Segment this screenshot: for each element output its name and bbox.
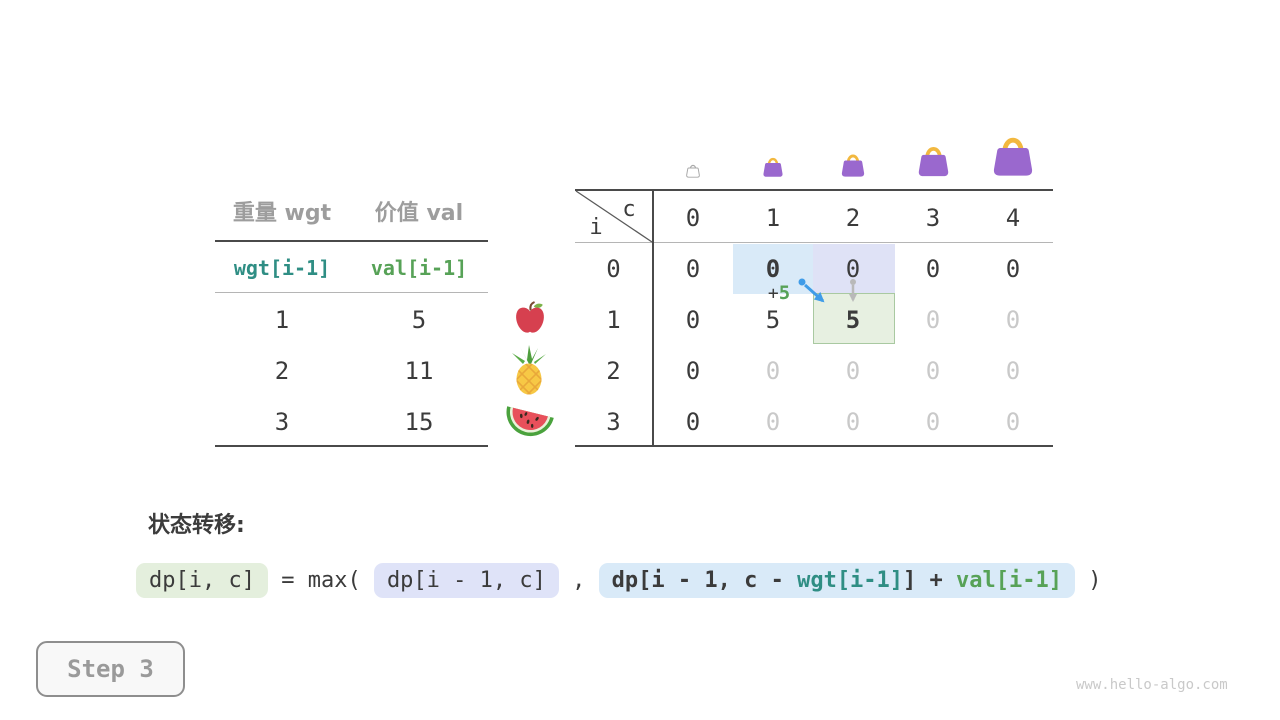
bag-capacity-4-icon	[993, 137, 1033, 176]
dp-col-header-1: 1	[765, 204, 781, 232]
take-part-dp: dp[i - 1, c -	[611, 567, 798, 593]
step-button[interactable]: Step 3	[36, 641, 185, 697]
formula-result-chip: dp[i, c]	[136, 562, 268, 598]
dp-corner-col-var: c	[622, 196, 636, 222]
dp-col-header-3: 3	[925, 204, 941, 232]
dp-cell-r2-c1: 0	[765, 357, 781, 385]
highlight-dp-prev-shifted-cell	[733, 244, 813, 294]
dp-col-header-2: 2	[845, 204, 861, 232]
dp-table-bottom-rule	[575, 445, 1053, 447]
formula-take-option-chip: dp[i - 1, c - wgt[i-1]] + val[i-1]	[598, 562, 1075, 598]
item-3-value: 15	[404, 408, 434, 436]
dp-cell-r3-c1: 0	[765, 408, 781, 436]
items-table-top-rule	[215, 240, 488, 242]
items-table-header-weight: 重量 wgt	[232, 201, 332, 226]
transition-add-value-annotation: +5	[757, 282, 801, 304]
take-part-plus: ] +	[903, 567, 957, 593]
formula-closing-paren: )	[1075, 567, 1102, 593]
dp-cell-r1-c3: 0	[925, 306, 941, 334]
dp-cell-r3-c3: 0	[925, 408, 941, 436]
dp-table-top-rule	[575, 189, 1053, 191]
dp-cell-r0-c0: 0	[685, 255, 701, 283]
apple-icon	[516, 301, 544, 333]
items-table-header-value: 价值 val	[374, 201, 464, 226]
item-2-weight: 2	[274, 357, 290, 385]
bag-capacity-1-icon	[763, 157, 783, 177]
take-part-wgt: wgt[i-1]	[797, 567, 904, 593]
dp-cell-r1-c4: 0	[1005, 306, 1021, 334]
dp-corner-row-var: i	[589, 214, 603, 240]
items-table-subheader-val: val[i-1]	[370, 256, 468, 280]
dp-cell-r1-c1: 5	[765, 306, 781, 334]
dp-cell-r1-c2: 5	[845, 306, 861, 334]
plus-sign: +	[767, 282, 779, 304]
watermark: www.hello-algo.com	[1076, 677, 1228, 693]
dp-row-header-1: 1	[606, 306, 621, 334]
state-transition-formula: dp[i, c] = max( dp[i - 1, c] , dp[i - 1,…	[136, 558, 1102, 602]
formula-keep-option-chip: dp[i - 1, c]	[373, 562, 559, 598]
bag-capacity-3-icon	[918, 147, 949, 177]
formula-separator: ,	[558, 567, 599, 593]
items-table-bottom-rule	[215, 445, 488, 447]
bag-capacity-0-icon	[686, 164, 700, 178]
item-1-value: 5	[411, 306, 427, 334]
dp-row-header-2: 2	[606, 357, 621, 385]
item-3-weight: 3	[274, 408, 290, 436]
added-value: 5	[778, 282, 791, 304]
dp-cell-r0-c3: 0	[925, 255, 941, 283]
dp-row-header-3: 3	[606, 408, 621, 436]
items-table-mid-rule	[215, 292, 488, 293]
items-table-subheader-wgt: wgt[i-1]	[233, 256, 331, 280]
watermelon-icon	[506, 406, 554, 437]
dp-table-header-rule	[575, 242, 1053, 243]
formula-operator: = max(	[267, 567, 374, 593]
dp-cell-r3-c0: 0	[685, 408, 701, 436]
dp-cell-r2-c4: 0	[1005, 357, 1021, 385]
dp-col-header-0: 0	[685, 204, 701, 232]
state-transition-label: 状态转移:	[148, 513, 245, 538]
dp-cell-r3-c4: 0	[1005, 408, 1021, 436]
dp-cell-r1-c0: 0	[685, 306, 701, 334]
dp-cell-r2-c3: 0	[925, 357, 941, 385]
bag-capacity-2-icon	[841, 154, 865, 177]
take-part-val: val[i-1]	[956, 567, 1062, 593]
pineapple-icon	[512, 345, 546, 395]
dp-table-vertical-rule	[652, 189, 654, 447]
dp-col-header-4: 4	[1005, 204, 1021, 232]
dp-cell-r2-c2: 0	[845, 357, 861, 385]
item-1-weight: 1	[274, 306, 290, 334]
dp-cell-r0-c2: 0	[845, 255, 861, 283]
item-2-value: 11	[404, 357, 434, 385]
dp-cell-r3-c2: 0	[845, 408, 861, 436]
dp-cell-r2-c0: 0	[685, 357, 701, 385]
dp-row-header-0: 0	[606, 255, 621, 283]
dp-cell-r0-c1: 0	[765, 255, 781, 283]
dp-cell-r0-c4: 0	[1005, 255, 1021, 283]
